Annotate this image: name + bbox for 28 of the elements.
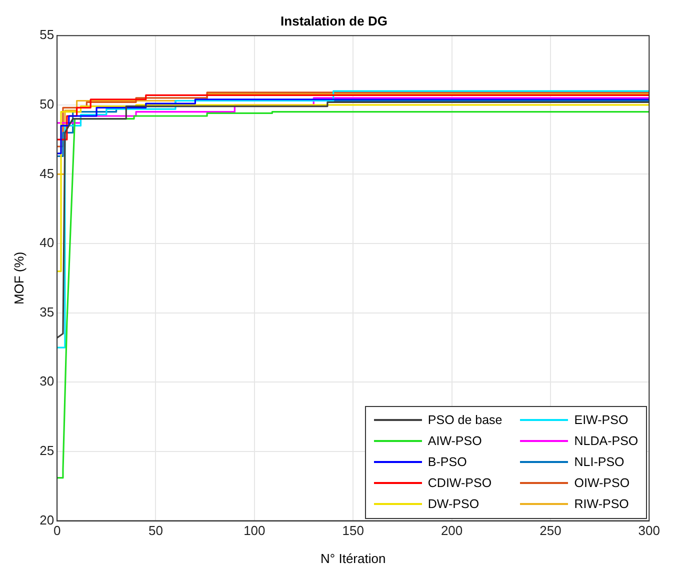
legend-label: AIW-PSO — [428, 434, 482, 448]
legend-label: CDIW-PSO — [428, 476, 492, 490]
y-tick-label: 45 — [40, 166, 54, 181]
y-tick-label: 40 — [40, 235, 54, 250]
legend-label: EIW-PSO — [574, 413, 628, 428]
x-tick-label: 100 — [244, 523, 266, 538]
y-tick-label: 55 — [40, 27, 54, 42]
legend-label: NLI-PSO — [574, 455, 624, 470]
legend-label: NLDA-PSO — [574, 434, 638, 448]
x-tick-label: 50 — [148, 523, 163, 538]
legend-label: PSO de base — [428, 413, 502, 428]
y-tick-label: 50 — [40, 96, 54, 112]
x-tick-label: 250 — [540, 523, 562, 538]
y-tick-label: 30 — [40, 374, 54, 389]
x-tick-label: 150 — [342, 523, 364, 538]
x-tick-label: 0 — [53, 523, 61, 538]
x-tick-label: 200 — [440, 523, 463, 538]
legend-label: DW-PSO — [428, 497, 480, 512]
x-tick-label: 300 — [638, 523, 660, 538]
x-axis-title: N° Itération — [320, 550, 386, 566]
legend-label: OIW-PSO — [574, 476, 630, 490]
legend-label: RIW-PSO — [574, 497, 629, 512]
y-tick-label: 25 — [40, 443, 54, 458]
y-tick-label: 35 — [40, 304, 54, 320]
chart-title: Instalation de DG — [280, 13, 388, 28]
y-tick-label: 20 — [40, 512, 54, 528]
legend-label: B-PSO — [428, 455, 467, 470]
y-axis-title: MOF (%) — [11, 252, 26, 305]
